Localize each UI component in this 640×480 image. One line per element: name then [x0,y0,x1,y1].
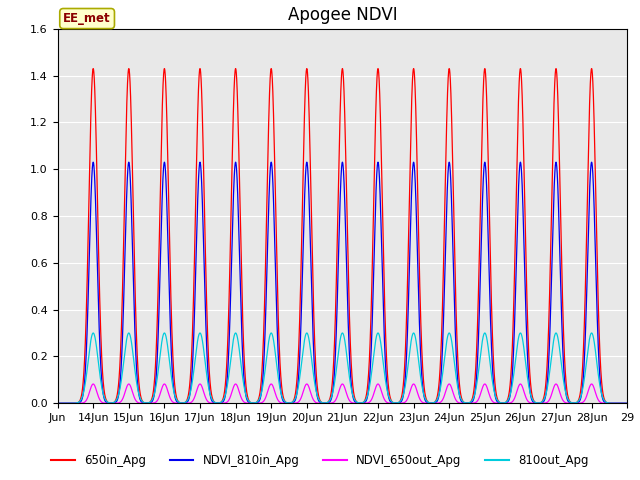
Line: 650in_Apg: 650in_Apg [58,69,627,403]
Title: Apogee NDVI: Apogee NDVI [287,6,397,24]
650in_Apg [623,400,631,406]
810out_Apg [54,400,61,406]
NDVI_810in_Apg [54,400,61,406]
NDVI_810in_Apg [260,358,268,364]
650in_Apg [83,312,90,318]
810out_Apg [391,400,399,406]
NDVI_810in_Apg [416,324,424,330]
NDVI_810in_Apg [391,400,399,406]
NDVI_810in_Apg [476,289,484,295]
810out_Apg [476,357,484,362]
NDVI_650out_Apg [416,396,424,401]
NDVI_650out_Apg [476,393,484,398]
NDVI_650out_Apg [623,400,631,406]
810out_Apg [90,330,97,336]
Text: EE_met: EE_met [63,12,111,25]
NDVI_650out_Apg [54,400,61,406]
810out_Apg [416,366,424,372]
Line: NDVI_650out_Apg: NDVI_650out_Apg [58,384,627,403]
650in_Apg [391,400,399,406]
650in_Apg [476,225,484,231]
NDVI_810in_Apg [90,159,97,165]
NDVI_650out_Apg [260,398,268,404]
NDVI_650out_Apg [83,397,90,403]
810out_Apg [506,391,514,397]
NDVI_650out_Apg [391,400,399,406]
650in_Apg [506,379,514,385]
810out_Apg [260,376,268,382]
650in_Apg [54,400,61,406]
NDVI_650out_Apg [506,400,514,406]
NDVI_810in_Apg [83,351,90,357]
650in_Apg [260,323,268,329]
Line: 810out_Apg: 810out_Apg [58,333,627,403]
NDVI_650out_Apg [90,381,97,387]
810out_Apg [623,400,631,406]
650in_Apg [90,66,97,72]
810out_Apg [83,374,90,380]
Line: NDVI_810in_Apg: NDVI_810in_Apg [58,162,627,403]
NDVI_810in_Apg [623,400,631,406]
NDVI_810in_Apg [506,391,514,397]
650in_Apg [416,274,424,279]
Legend: 650in_Apg, NDVI_810in_Apg, NDVI_650out_Apg, 810out_Apg: 650in_Apg, NDVI_810in_Apg, NDVI_650out_A… [46,449,594,472]
